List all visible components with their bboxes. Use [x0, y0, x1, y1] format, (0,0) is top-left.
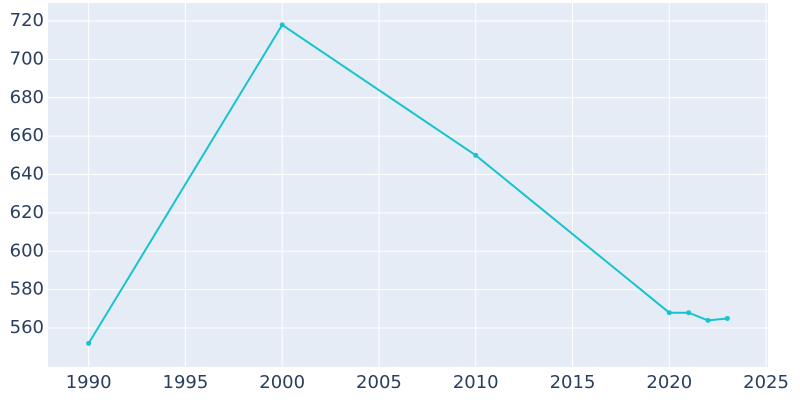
y-tick-label: 680	[10, 87, 44, 108]
y-tick-label: 660	[10, 125, 44, 146]
y-tick-label: 720	[10, 10, 44, 31]
y-tick-label: 580	[10, 279, 44, 300]
x-tick-label: 2010	[453, 372, 499, 393]
plot-area	[48, 3, 768, 367]
x-tick-label: 2000	[259, 372, 305, 393]
data-point	[666, 310, 672, 316]
x-tick-label: 2015	[550, 372, 596, 393]
data-point	[279, 22, 285, 28]
y-tick-label: 600	[10, 240, 44, 261]
y-tick-label: 640	[10, 164, 44, 185]
x-tick-label: 1990	[66, 372, 112, 393]
x-tick-label: 2005	[356, 372, 402, 393]
data-point	[705, 317, 711, 323]
data-point	[686, 310, 692, 316]
y-tick-label: 620	[10, 202, 44, 223]
data-point	[473, 152, 479, 158]
x-tick-label: 2020	[646, 372, 692, 393]
y-tick-label: 560	[10, 317, 44, 338]
y-tick-label: 700	[10, 48, 44, 69]
data-point	[86, 340, 92, 346]
x-tick-label: 2025	[743, 372, 789, 393]
data-point	[724, 315, 730, 321]
x-tick-label: 1995	[163, 372, 209, 393]
